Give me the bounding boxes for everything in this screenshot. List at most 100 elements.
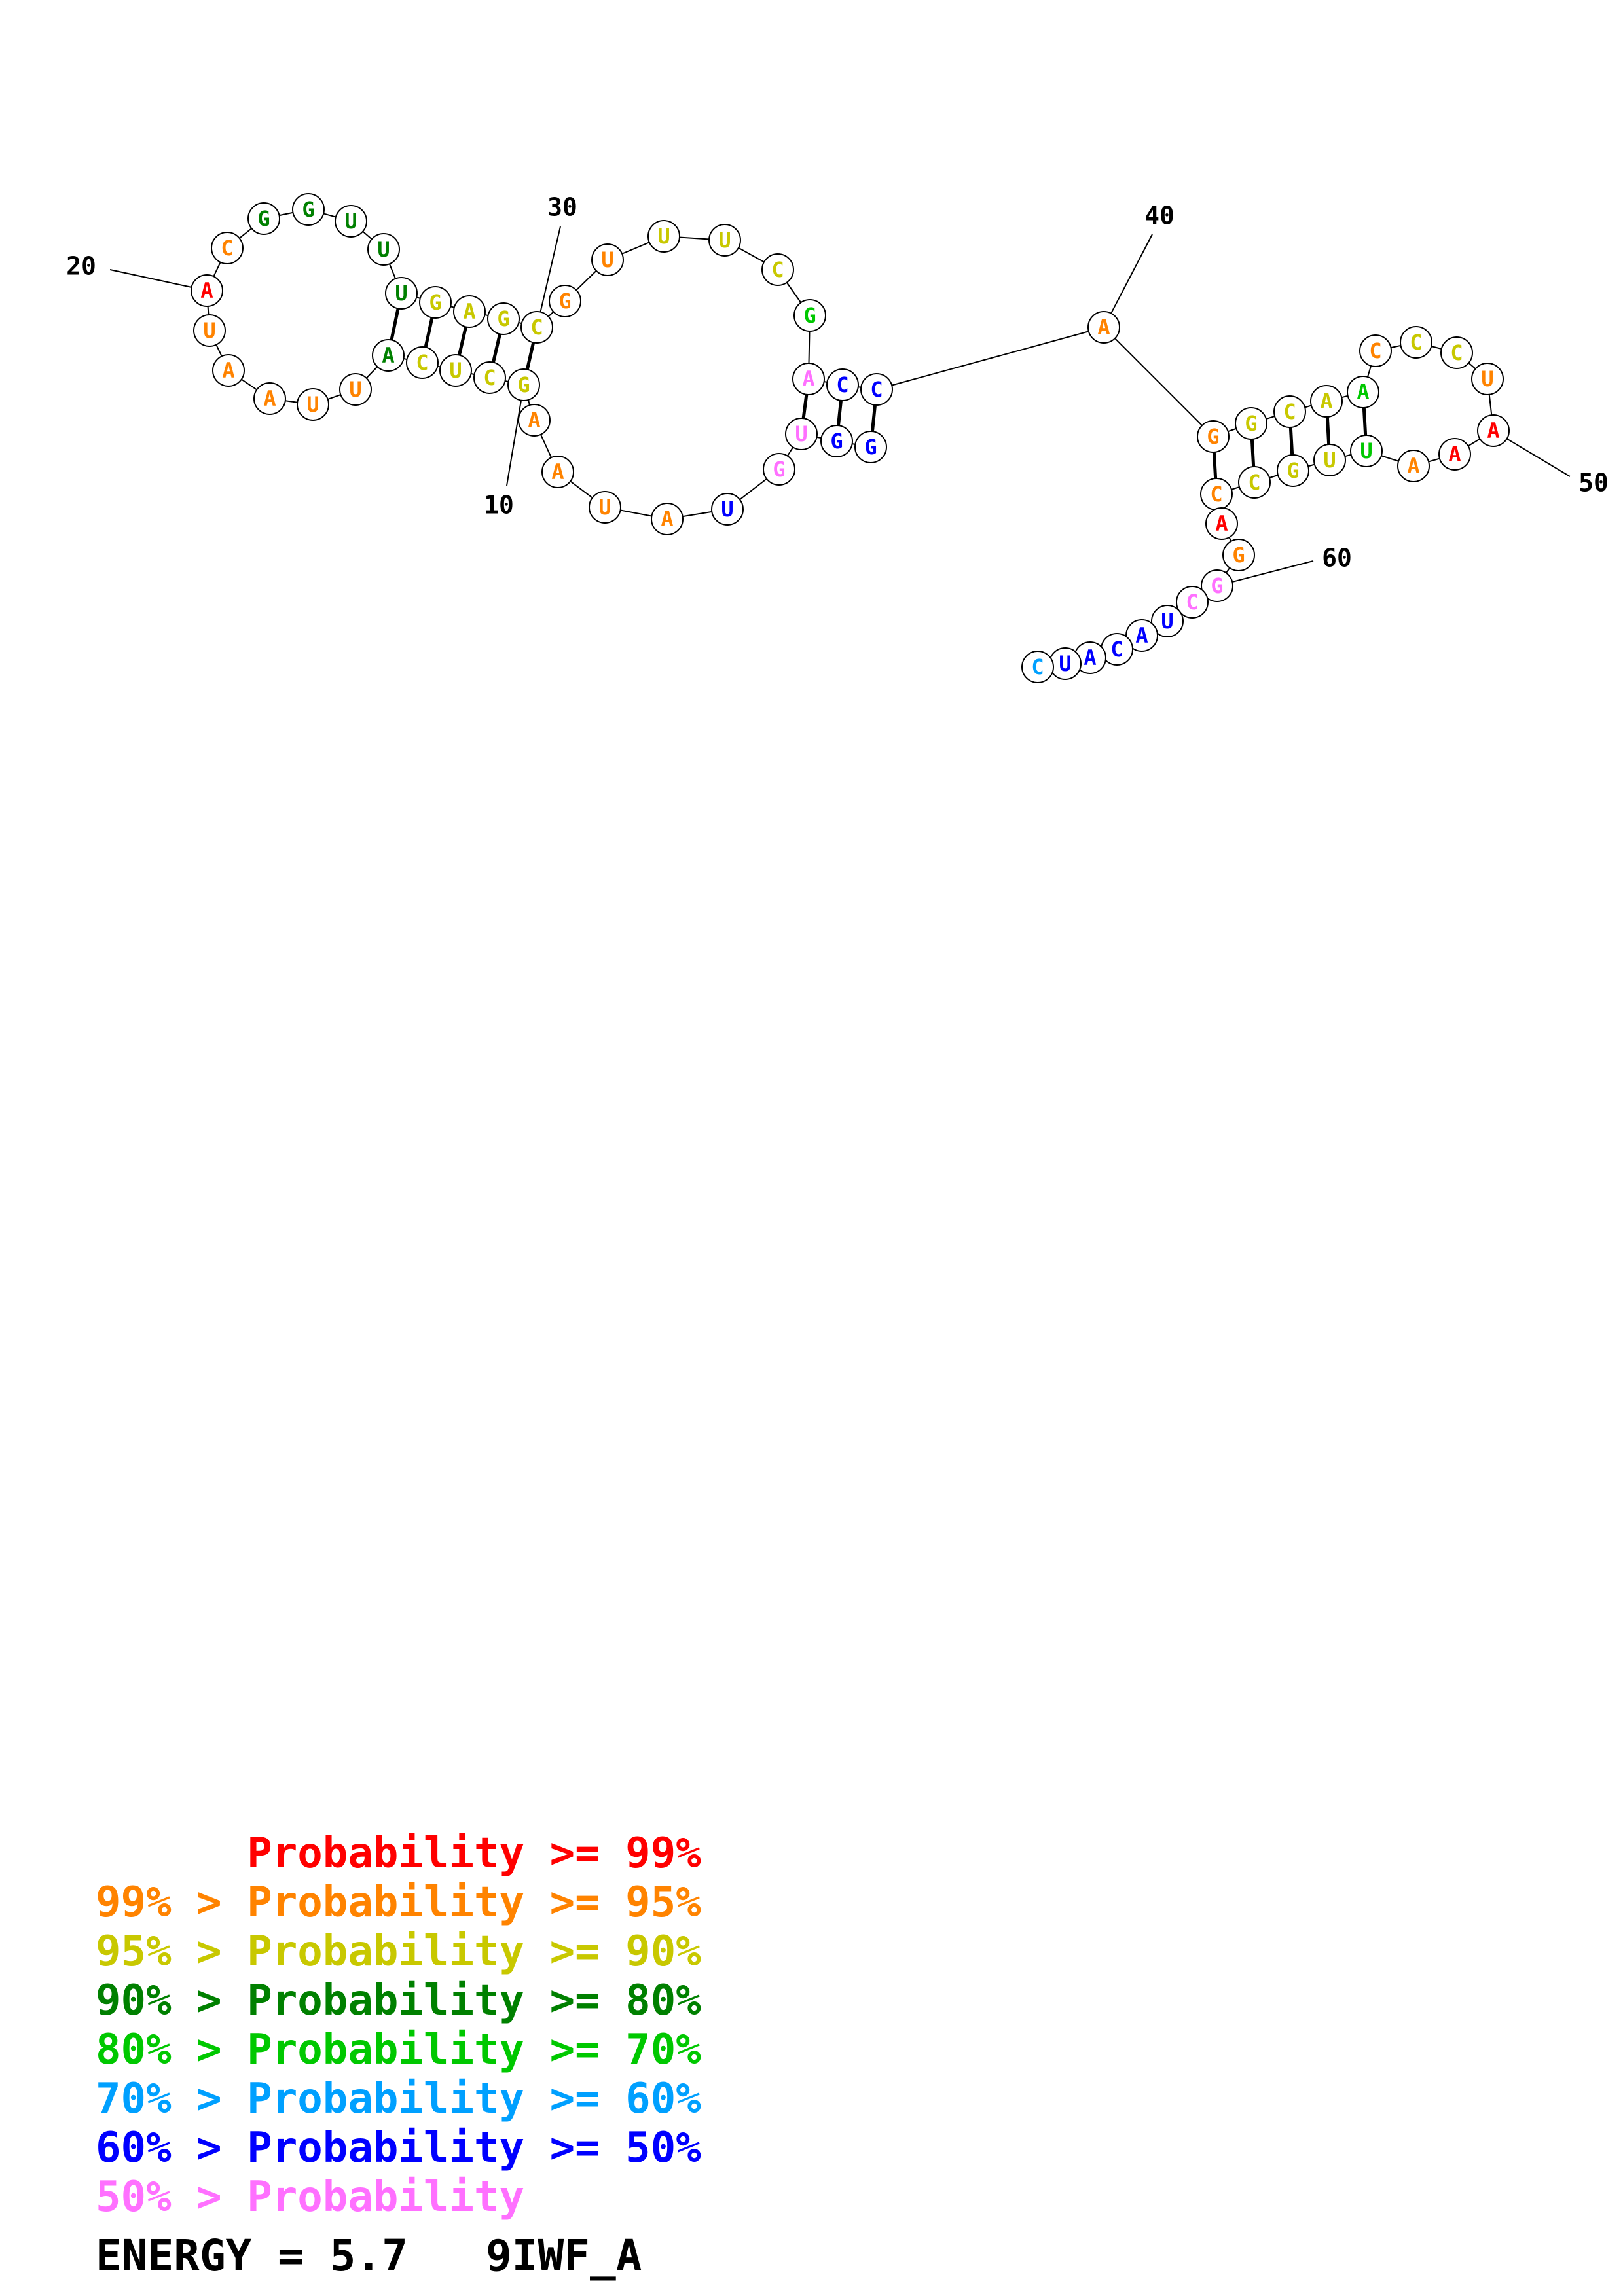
backbone-link — [876, 327, 1104, 390]
nucleotide-circle — [1397, 450, 1430, 482]
position-label-pointer-line — [536, 226, 561, 328]
nucleotide-base: U — [598, 495, 611, 520]
nucleotide-circle — [1273, 395, 1306, 428]
nucleotide-base: A — [1135, 623, 1148, 648]
nucleotide-base: G — [429, 290, 441, 315]
nucleotide-base: A — [1084, 645, 1096, 670]
nucleotide-base: U — [344, 209, 357, 234]
nucleotide-circle — [253, 382, 286, 415]
nucleotide-base: C — [1210, 482, 1222, 507]
nucleotide-base: C — [1410, 330, 1422, 355]
nucleotide-circle — [793, 299, 826, 332]
nucleotide-circle — [792, 363, 825, 395]
nucleotide-base: C — [1031, 655, 1044, 679]
nucleotide-circle — [453, 295, 486, 328]
legend-row: 99% > Probability >= 95% — [96, 1878, 701, 1927]
position-label: 60 — [1322, 543, 1352, 572]
nucleotide-base: U — [718, 228, 731, 253]
nucleotide-circle — [1222, 539, 1255, 571]
nucleotide-circle — [518, 404, 551, 437]
nucleotide-circle — [1350, 435, 1383, 467]
nucleotide-base: C — [870, 377, 883, 402]
nucleotide-circle — [761, 253, 794, 286]
nucleotide-circle — [1400, 326, 1432, 359]
nucleotide-base: C — [416, 350, 428, 375]
nucleotide-base: A — [222, 358, 234, 383]
nucleotide-base: C — [221, 236, 233, 260]
nucleotide-base: A — [1487, 418, 1499, 443]
nucleotide-base: U — [1323, 448, 1336, 473]
nucleotide-base: A — [263, 386, 276, 411]
nucleotide-base: U — [1481, 367, 1493, 391]
nucleotide-base: A — [1448, 442, 1461, 467]
nucleotide-base: G — [302, 197, 314, 222]
legend-row: 90% > Probability >= 80% — [96, 1977, 701, 2025]
nucleotide-circle — [651, 503, 684, 535]
nucleotide-circle — [1197, 420, 1230, 453]
backbone-link — [1103, 327, 1214, 437]
nucleotide-circle — [1347, 376, 1379, 408]
nucleotide-base: U — [721, 497, 733, 522]
nucleotide-circle — [711, 493, 744, 526]
nucleotide-base: C — [1283, 399, 1296, 424]
nucleotide-circle — [507, 368, 540, 401]
probability-legend: Probability >= 99% 99% > Probability >= 9… — [96, 1829, 701, 2222]
nucleotide-base: C — [1186, 590, 1198, 615]
position-label: 30 — [547, 192, 577, 221]
nucleotide-base: C — [836, 372, 848, 397]
nucleotide-base: G — [830, 429, 843, 454]
nucleotide-circle — [1440, 336, 1473, 369]
position-label: 50 — [1578, 468, 1609, 497]
nucleotide-circle — [647, 220, 680, 253]
nucleotide-circle — [785, 418, 818, 450]
nucleotide-base: U — [395, 281, 407, 306]
nucleotide-circle — [292, 193, 325, 226]
nucleotide-base: A — [1215, 511, 1228, 536]
nucleotide-base: A — [661, 507, 673, 531]
nucleotide-circle — [1438, 438, 1471, 471]
nucleotide-circle — [1238, 466, 1271, 499]
nucleotide-circle — [1313, 444, 1346, 476]
nucleotide-base: C — [530, 315, 543, 340]
nucleotide-base: G — [773, 457, 785, 482]
nucleotide-circle — [339, 373, 372, 406]
nucleotide-base: G — [1245, 411, 1257, 436]
nucleotide-circle — [1087, 311, 1120, 344]
position-label-pointer-line — [1103, 234, 1153, 328]
nucleotide-circle — [854, 431, 887, 463]
nucleotide-base: G — [1286, 458, 1299, 483]
legend-row: 50% > Probability — [96, 2173, 525, 2221]
nucleotide-circle — [763, 453, 795, 486]
legend-row: Probability >= 99% — [96, 1829, 701, 1878]
nucleotide-base: G — [1232, 543, 1245, 567]
nucleotide-circle — [860, 373, 893, 406]
nucleotide-circle — [1471, 363, 1504, 395]
nucleotide-base: U — [1360, 439, 1372, 463]
nucleotide-circle — [487, 302, 520, 335]
nucleotide-base: G — [1211, 573, 1223, 598]
nucleotide-base: U — [349, 377, 361, 402]
nucleotide-base: A — [382, 343, 394, 368]
nucleotide-circle — [385, 277, 418, 310]
position-label: 40 — [1144, 201, 1175, 230]
nucleotide-circle — [335, 205, 367, 238]
nucleotide-circle — [193, 314, 226, 347]
nucleotide-circle — [473, 361, 506, 394]
nucleotide-base: U — [306, 392, 319, 417]
position-label: 10 — [484, 490, 514, 519]
nucleotide-base: G — [864, 435, 877, 459]
nucleotide-circle — [1205, 507, 1238, 540]
position-label-pointer-line — [109, 269, 208, 291]
nucleotide-base: G — [558, 289, 571, 314]
nucleotide-base: U — [449, 358, 462, 383]
nucleotide-circle — [1201, 569, 1233, 602]
legend-row: 95% > Probability >= 90% — [96, 1928, 701, 1976]
legend-row: 60% > Probability >= 50% — [96, 2124, 701, 2172]
nucleotide-circle — [1359, 334, 1392, 367]
nucleotide-base: U — [203, 318, 215, 343]
nucleotide-circle — [247, 202, 280, 235]
legend-row: 80% > Probability >= 70% — [96, 2026, 701, 2074]
nucleotide-circle — [520, 311, 553, 344]
nucleotide-circle — [589, 491, 621, 524]
